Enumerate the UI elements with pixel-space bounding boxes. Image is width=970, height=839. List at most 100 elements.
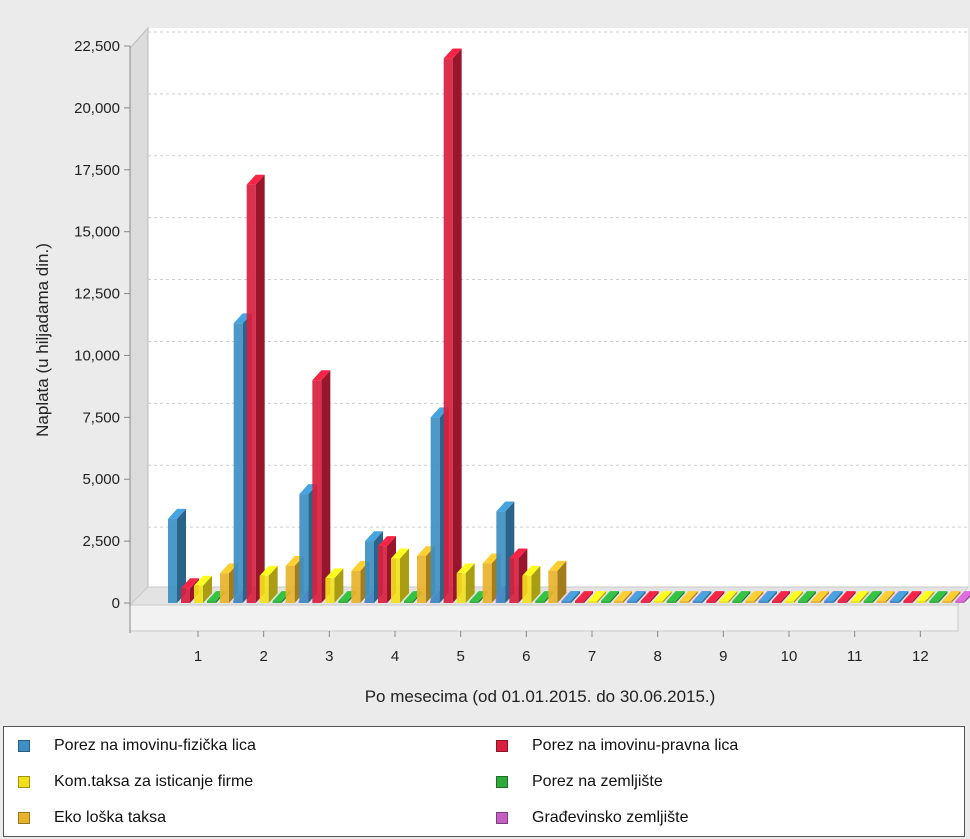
y-tick-label: 22,500 [74, 38, 120, 55]
bar-front [562, 601, 571, 603]
bar-top [378, 536, 396, 547]
bar-top [601, 591, 619, 601]
bar-front [837, 601, 847, 603]
bar-front [863, 601, 873, 603]
bar-side [899, 591, 909, 603]
bar-top [351, 560, 370, 571]
bar-side [557, 560, 567, 603]
bar-front [391, 558, 400, 603]
bar-front [338, 601, 348, 603]
bar-top [798, 591, 816, 601]
y-tick-label: 0 [112, 595, 120, 612]
legend-swatch [18, 812, 30, 824]
bar-top [693, 591, 712, 601]
bar-front [601, 601, 610, 603]
bar [890, 591, 909, 603]
x-tick-label: 2 [259, 648, 267, 665]
bar [916, 591, 935, 603]
bar-front [942, 601, 952, 603]
bar-top [745, 591, 764, 601]
bar-top [246, 174, 265, 185]
bar-side [925, 591, 935, 603]
bar-top [194, 575, 212, 586]
x-tick-label: 12 [912, 648, 929, 665]
bar [601, 591, 619, 603]
bar-top [220, 563, 238, 574]
bar-side [203, 575, 212, 603]
bar-top [181, 578, 199, 589]
x-tick-label: 9 [719, 648, 727, 665]
x-tick-label: 3 [325, 648, 333, 665]
bar-front [772, 601, 781, 603]
y-tick-label: 2,500 [82, 533, 120, 550]
bar-front [679, 601, 689, 603]
bar-side [597, 591, 606, 603]
bar [745, 591, 764, 603]
bar-front [285, 565, 295, 603]
bar-side [885, 591, 895, 603]
bar-top [666, 591, 685, 601]
bar-side [794, 591, 803, 603]
bar [443, 48, 462, 603]
bar-side [675, 591, 685, 603]
bar-side [571, 591, 580, 603]
bar-front [719, 601, 729, 603]
bar [548, 560, 567, 603]
bar-front [785, 601, 794, 603]
bar-front [496, 511, 506, 603]
legend-label: Građevinsko zemljište [532, 809, 689, 826]
bar-side [912, 591, 922, 603]
bar-top [548, 560, 567, 571]
bar-side [465, 563, 475, 603]
bar-side [400, 548, 409, 603]
legend-item: Porez na zemljište [496, 773, 663, 791]
bar [679, 591, 698, 603]
bar-side [334, 568, 344, 603]
bar [929, 591, 948, 603]
legend-label: Eko loška taksa [54, 809, 167, 826]
bar-top [916, 591, 935, 601]
bar-top [653, 591, 672, 601]
bar-front [325, 578, 335, 603]
bar [653, 591, 672, 603]
bar-side [610, 591, 619, 603]
bar-front [666, 601, 676, 603]
bar [627, 591, 646, 603]
bar-front [575, 601, 584, 603]
legend-item: Građevinsko zemljište [496, 809, 689, 827]
bar-top [640, 591, 659, 601]
bar-front [732, 601, 742, 603]
legend-label: Kom.taksa za isticanje firme [54, 773, 254, 790]
y-tick-label: 17,500 [74, 162, 120, 179]
bar [246, 174, 265, 603]
bar-top [509, 548, 528, 559]
bar [759, 591, 777, 603]
bar-side [964, 594, 970, 603]
y-tick-label: 20,000 [74, 100, 120, 117]
bar [837, 591, 856, 603]
bar [325, 568, 344, 603]
bar-top [496, 501, 515, 512]
bar-side [531, 565, 541, 603]
bar [666, 591, 685, 603]
plot-back-wall [148, 28, 968, 603]
legend-label: Porez na imovinu-pravna lica [532, 737, 739, 754]
bar [259, 565, 278, 603]
bar-side [768, 591, 777, 603]
legend-label: Porez na zemljište [532, 773, 663, 790]
x-tick-label: 7 [588, 648, 596, 665]
bar-front [509, 558, 519, 603]
bar-top [850, 591, 869, 601]
bar-top [876, 591, 895, 601]
bar-top [575, 591, 593, 601]
bar [693, 591, 712, 603]
bar-top [482, 553, 501, 564]
x-tick-label: 11 [847, 648, 863, 665]
bar [772, 591, 790, 603]
bar-side [938, 591, 948, 603]
x-tick-label: 5 [456, 648, 464, 665]
bar-top [588, 591, 606, 601]
bar-front [640, 601, 650, 603]
bar-front [929, 601, 939, 603]
